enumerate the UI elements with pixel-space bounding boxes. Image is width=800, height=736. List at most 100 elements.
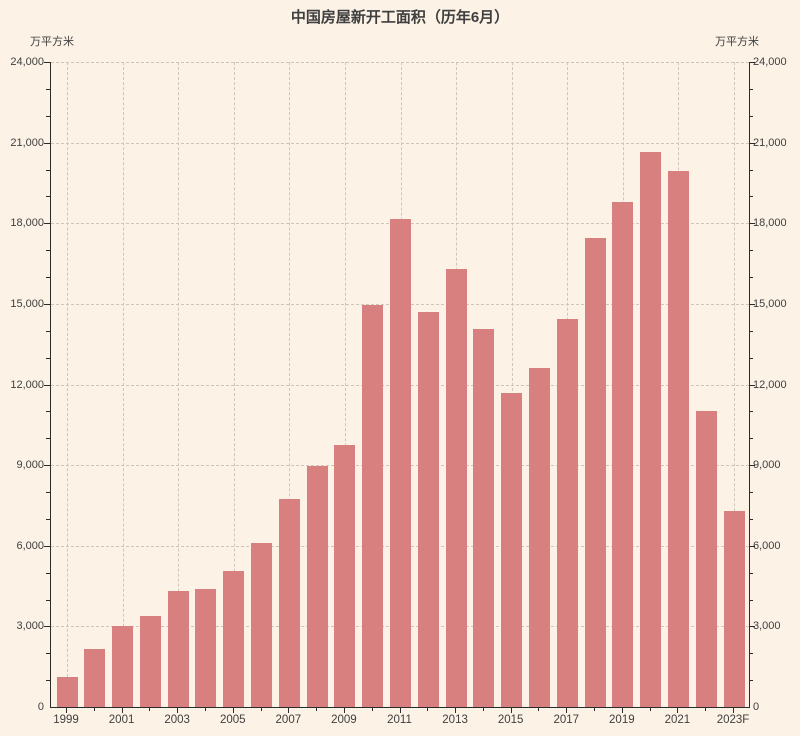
x-axis-tick [510,708,512,713]
x-axis-label: 2015 [497,714,524,726]
y-axis-tick [749,330,753,332]
chart-title: 中国房屋新开工面积（历年6月） [290,9,510,26]
y-axis-tick [46,196,50,198]
x-axis-label: 2003 [164,714,190,726]
y-axis-tick [749,196,753,198]
y-axis-label-left: 6,000 [16,539,44,552]
y-axis-tick [749,62,755,63]
x-axis-tick [566,708,568,713]
y-axis-tick [46,357,50,359]
y-axis-tick [44,223,50,225]
bar-2008 [306,466,328,707]
bar-2019 [612,201,634,707]
y-axis-unit-right: 万平方米 [715,36,759,48]
bar-2021 [667,170,689,707]
y-axis-tick [749,303,755,305]
y-axis-tick [749,465,755,467]
gridline-horizontal [51,62,749,63]
bar-2011 [390,219,411,707]
bar-2016 [528,368,550,707]
y-axis-label-left: 12,000 [10,378,44,391]
x-axis-tick [93,708,95,711]
y-axis-tick [46,572,50,574]
y-axis-tick [749,518,753,520]
x-axis-tick [482,708,484,711]
y-axis-label-left: 0 [37,701,44,713]
bar-2004 [195,588,217,707]
bar-2000 [84,649,106,707]
x-axis-label: 2007 [275,714,302,726]
bar-2015 [501,392,523,707]
x-axis-label: 2011 [387,714,412,726]
y-axis-tick [46,411,50,413]
y-axis-tick [46,115,50,117]
x-axis-tick [371,708,373,711]
y-axis-tick [749,277,753,278]
y-axis-tick [749,545,755,547]
y-axis-tick [749,115,753,117]
y-axis-tick [44,465,50,467]
y-axis-tick [749,492,753,493]
y-axis-tick [44,142,50,144]
x-axis-tick [177,708,179,713]
x-axis-tick [621,708,623,713]
y-axis-label-left: 15,000 [10,297,44,310]
x-axis-label: 2019 [609,714,635,726]
y-axis-label-left: 24,000 [10,56,44,68]
y-axis-tick [749,169,753,171]
bar-1999 [56,677,78,707]
y-axis-tick [44,626,50,628]
y-axis-tick [46,169,50,171]
y-axis-tick [749,680,753,682]
bar-2003 [167,591,189,707]
x-axis-tick [399,708,401,713]
y-axis-tick [749,357,753,359]
y-axis-tick [749,572,753,574]
x-axis-tick [288,708,290,713]
x-axis-label: 2001 [108,714,135,726]
y-axis-tick [46,277,50,278]
y-axis-tick [44,303,50,305]
x-axis-label: 2023F [716,714,750,726]
y-axis-tick [44,545,50,547]
x-axis-tick [66,708,67,713]
y-axis-tick [46,653,50,655]
y-axis-tick [46,599,50,601]
y-axis-tick [46,680,50,682]
x-axis-tick [649,708,651,711]
x-axis-label: 2013 [442,714,468,726]
y-axis-label-right: 6,000 [753,539,781,552]
x-axis-tick [343,708,345,713]
x-axis-tick [232,708,234,713]
x-axis-tick [427,708,429,711]
x-axis-tick [455,708,457,713]
y-axis-tick [749,599,753,601]
y-axis-label-left: 18,000 [10,217,44,230]
x-axis-tick [538,708,540,711]
y-axis-label-left: 21,000 [10,136,44,149]
y-axis-tick [749,223,755,225]
x-axis-tick [733,708,734,713]
y-axis-tick [46,250,50,252]
x-axis-tick [316,708,318,711]
x-axis-tick [204,708,206,711]
x-axis-label: 2009 [331,714,357,726]
y-axis-tick [749,88,753,90]
bar-2007 [278,498,300,707]
y-axis-tick [46,330,50,332]
bar-2017 [556,318,578,707]
bar-2018 [584,238,606,707]
bar-2006 [251,543,273,707]
y-axis-label-right: 12,000 [753,378,787,391]
bar-2001 [112,626,134,707]
y-axis-tick [44,62,50,63]
y-axis-label-right: 24,000 [753,56,787,68]
y-axis-label-right: 3,000 [753,620,781,633]
bar-2005 [223,571,245,707]
y-axis-label-right: 0 [753,701,760,713]
bar-2013 [445,268,467,707]
y-axis-unit-left: 万平方米 [30,36,74,48]
x-axis-label: 2017 [553,714,580,726]
bar-2012 [417,311,439,707]
